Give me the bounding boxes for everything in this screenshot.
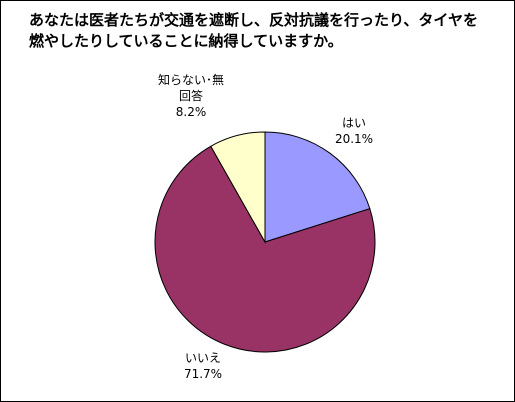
- pie-slice-2: [210, 131, 266, 244]
- pie-slice-1: [154, 145, 376, 353]
- pie-slice-0: [264, 131, 371, 243]
- slice-label-0: はい 20.1%: [335, 116, 373, 146]
- slice-label-2: 知らない･無回答 8.2%: [158, 72, 224, 119]
- chart-title: あなたは医者たちが交通を遮断し、反対抗議を行ったり、タイヤを燃やしたりしているこ…: [29, 11, 478, 50]
- slice-label-1: いいえ 71.7%: [184, 351, 222, 381]
